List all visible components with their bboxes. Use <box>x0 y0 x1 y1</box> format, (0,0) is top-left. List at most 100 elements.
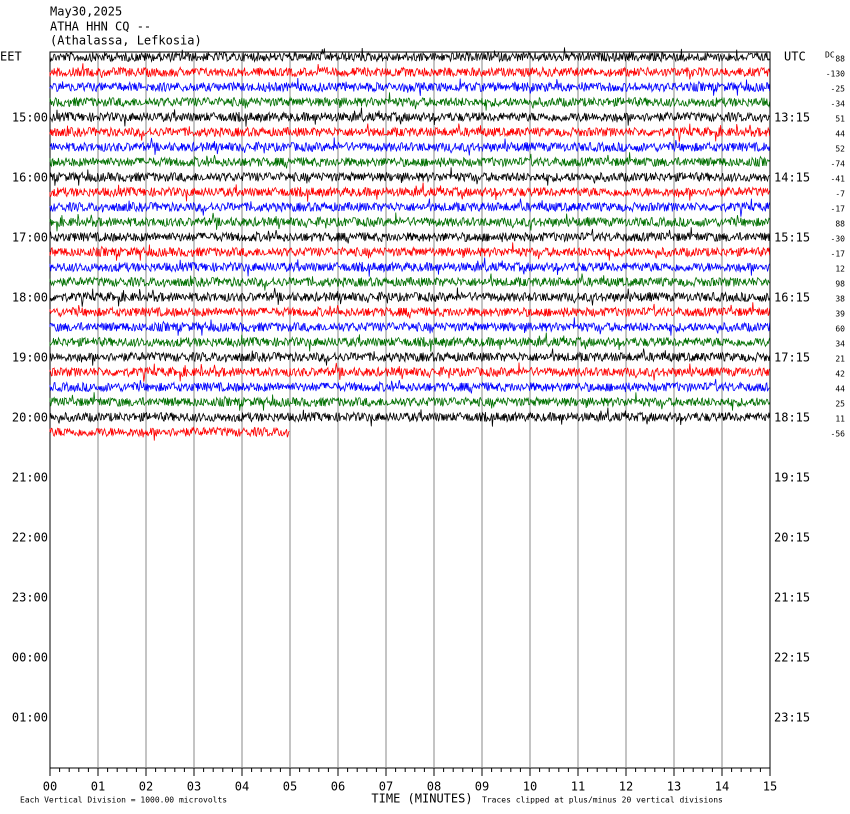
dc-value: 51 <box>835 115 845 124</box>
eet-label: 17:00 <box>12 231 48 245</box>
date: May30,2025 <box>50 5 122 19</box>
utc-label: 18:15 <box>774 411 810 425</box>
x-tick-label: 12 <box>619 780 633 794</box>
trace <box>49 257 770 277</box>
trace <box>49 137 770 156</box>
utc-label: 15:15 <box>774 231 810 245</box>
trace <box>49 198 770 217</box>
utc-label: 14:15 <box>774 171 810 185</box>
dc-value: -7 <box>835 190 845 199</box>
dc-value: 38 <box>835 295 845 304</box>
right-axis-title: UTC <box>784 50 806 64</box>
trace <box>49 152 770 169</box>
trace <box>49 378 770 394</box>
dc-value: 44 <box>835 385 845 394</box>
eet-label: 23:00 <box>12 591 48 605</box>
location: (Athalassa, Lefkosia) <box>50 34 202 48</box>
dc-value: 21 <box>835 355 845 364</box>
dc-title: DC <box>825 51 835 60</box>
trace <box>49 332 770 352</box>
x-tick-label: 06 <box>331 780 345 794</box>
dc-value: 25 <box>835 400 845 409</box>
eet-label: 16:00 <box>12 171 48 185</box>
plot-frame <box>49 51 771 769</box>
x-tick-label: 09 <box>475 780 489 794</box>
eet-label: 00:00 <box>12 651 48 665</box>
dc-value: -30 <box>831 235 846 244</box>
trace <box>49 123 770 142</box>
dc-value: 12 <box>835 265 845 274</box>
station: ATHA HHN CQ -- <box>50 20 151 34</box>
utc-label: 21:15 <box>774 591 810 605</box>
dc-value: -17 <box>831 250 846 259</box>
trace <box>49 92 770 111</box>
eet-label: 18:00 <box>12 291 48 305</box>
utc-label: 13:15 <box>774 111 810 125</box>
dc-value: 52 <box>835 145 845 154</box>
eet-label: 21:00 <box>12 471 48 485</box>
trace <box>49 317 770 336</box>
dc-value: 88 <box>835 55 845 64</box>
trace <box>49 47 770 63</box>
dc-value: -130 <box>826 70 845 79</box>
dc-value: 11 <box>835 415 845 424</box>
trace <box>49 287 770 307</box>
dc-value: -17 <box>831 205 846 214</box>
x-tick-label: 04 <box>235 780 249 794</box>
clip-note: Traces clipped at plus/minus 20 vertical… <box>482 796 723 805</box>
x-tick-label: 11 <box>571 780 585 794</box>
utc-label: 19:15 <box>774 471 810 485</box>
dc-value: -34 <box>831 100 846 109</box>
x-tick-label: 03 <box>187 780 201 794</box>
trace <box>49 212 770 232</box>
x-tick-label: 01 <box>91 780 105 794</box>
utc-label: 17:15 <box>774 351 810 365</box>
scale-note: Each Vertical Division = 1000.00 microvo… <box>20 796 227 805</box>
eet-label: 15:00 <box>12 111 48 125</box>
utc-label: 23:15 <box>774 711 810 725</box>
x-tick-label: 10 <box>523 780 537 794</box>
dc-value: 42 <box>835 370 845 379</box>
x-tick-label: 00 <box>43 780 57 794</box>
eet-label: 20:00 <box>12 411 48 425</box>
x-axis-label: TIME (MINUTES) <box>371 792 472 806</box>
trace <box>49 182 770 202</box>
dc-value: 34 <box>835 340 845 349</box>
trace <box>49 107 770 127</box>
eet-label: 22:00 <box>12 531 48 545</box>
dc-value: -56 <box>831 430 846 439</box>
trace <box>49 407 770 427</box>
dc-value: -41 <box>831 175 846 184</box>
utc-label: 20:15 <box>774 531 810 545</box>
dc-value: 88 <box>835 220 845 229</box>
eet-label: 19:00 <box>12 351 48 365</box>
eet-label: 01:00 <box>12 711 48 725</box>
dc-value: 98 <box>835 280 845 289</box>
trace <box>49 426 290 441</box>
trace <box>49 273 770 291</box>
x-tick-label: 07 <box>379 780 393 794</box>
x-tick-label: 14 <box>715 780 729 794</box>
dc-value: -25 <box>831 85 846 94</box>
dc-value: 44 <box>835 130 845 139</box>
x-tick-label: 05 <box>283 780 297 794</box>
trace <box>49 242 770 261</box>
trace <box>49 77 770 96</box>
trace <box>49 167 770 186</box>
utc-label: 22:15 <box>774 651 810 665</box>
x-tick-label: 15 <box>763 780 777 794</box>
trace <box>49 227 770 244</box>
trace <box>49 362 770 382</box>
left-axis-title: EET <box>0 50 22 64</box>
utc-label: 16:15 <box>774 291 810 305</box>
trace <box>49 392 770 411</box>
dc-value: 60 <box>835 325 845 334</box>
trace <box>49 348 770 366</box>
x-tick-label: 08 <box>427 780 441 794</box>
x-tick-label: 13 <box>667 780 681 794</box>
dc-value: -74 <box>831 160 846 169</box>
trace <box>49 63 770 80</box>
trace <box>49 302 770 319</box>
x-tick-label: 02 <box>139 780 153 794</box>
